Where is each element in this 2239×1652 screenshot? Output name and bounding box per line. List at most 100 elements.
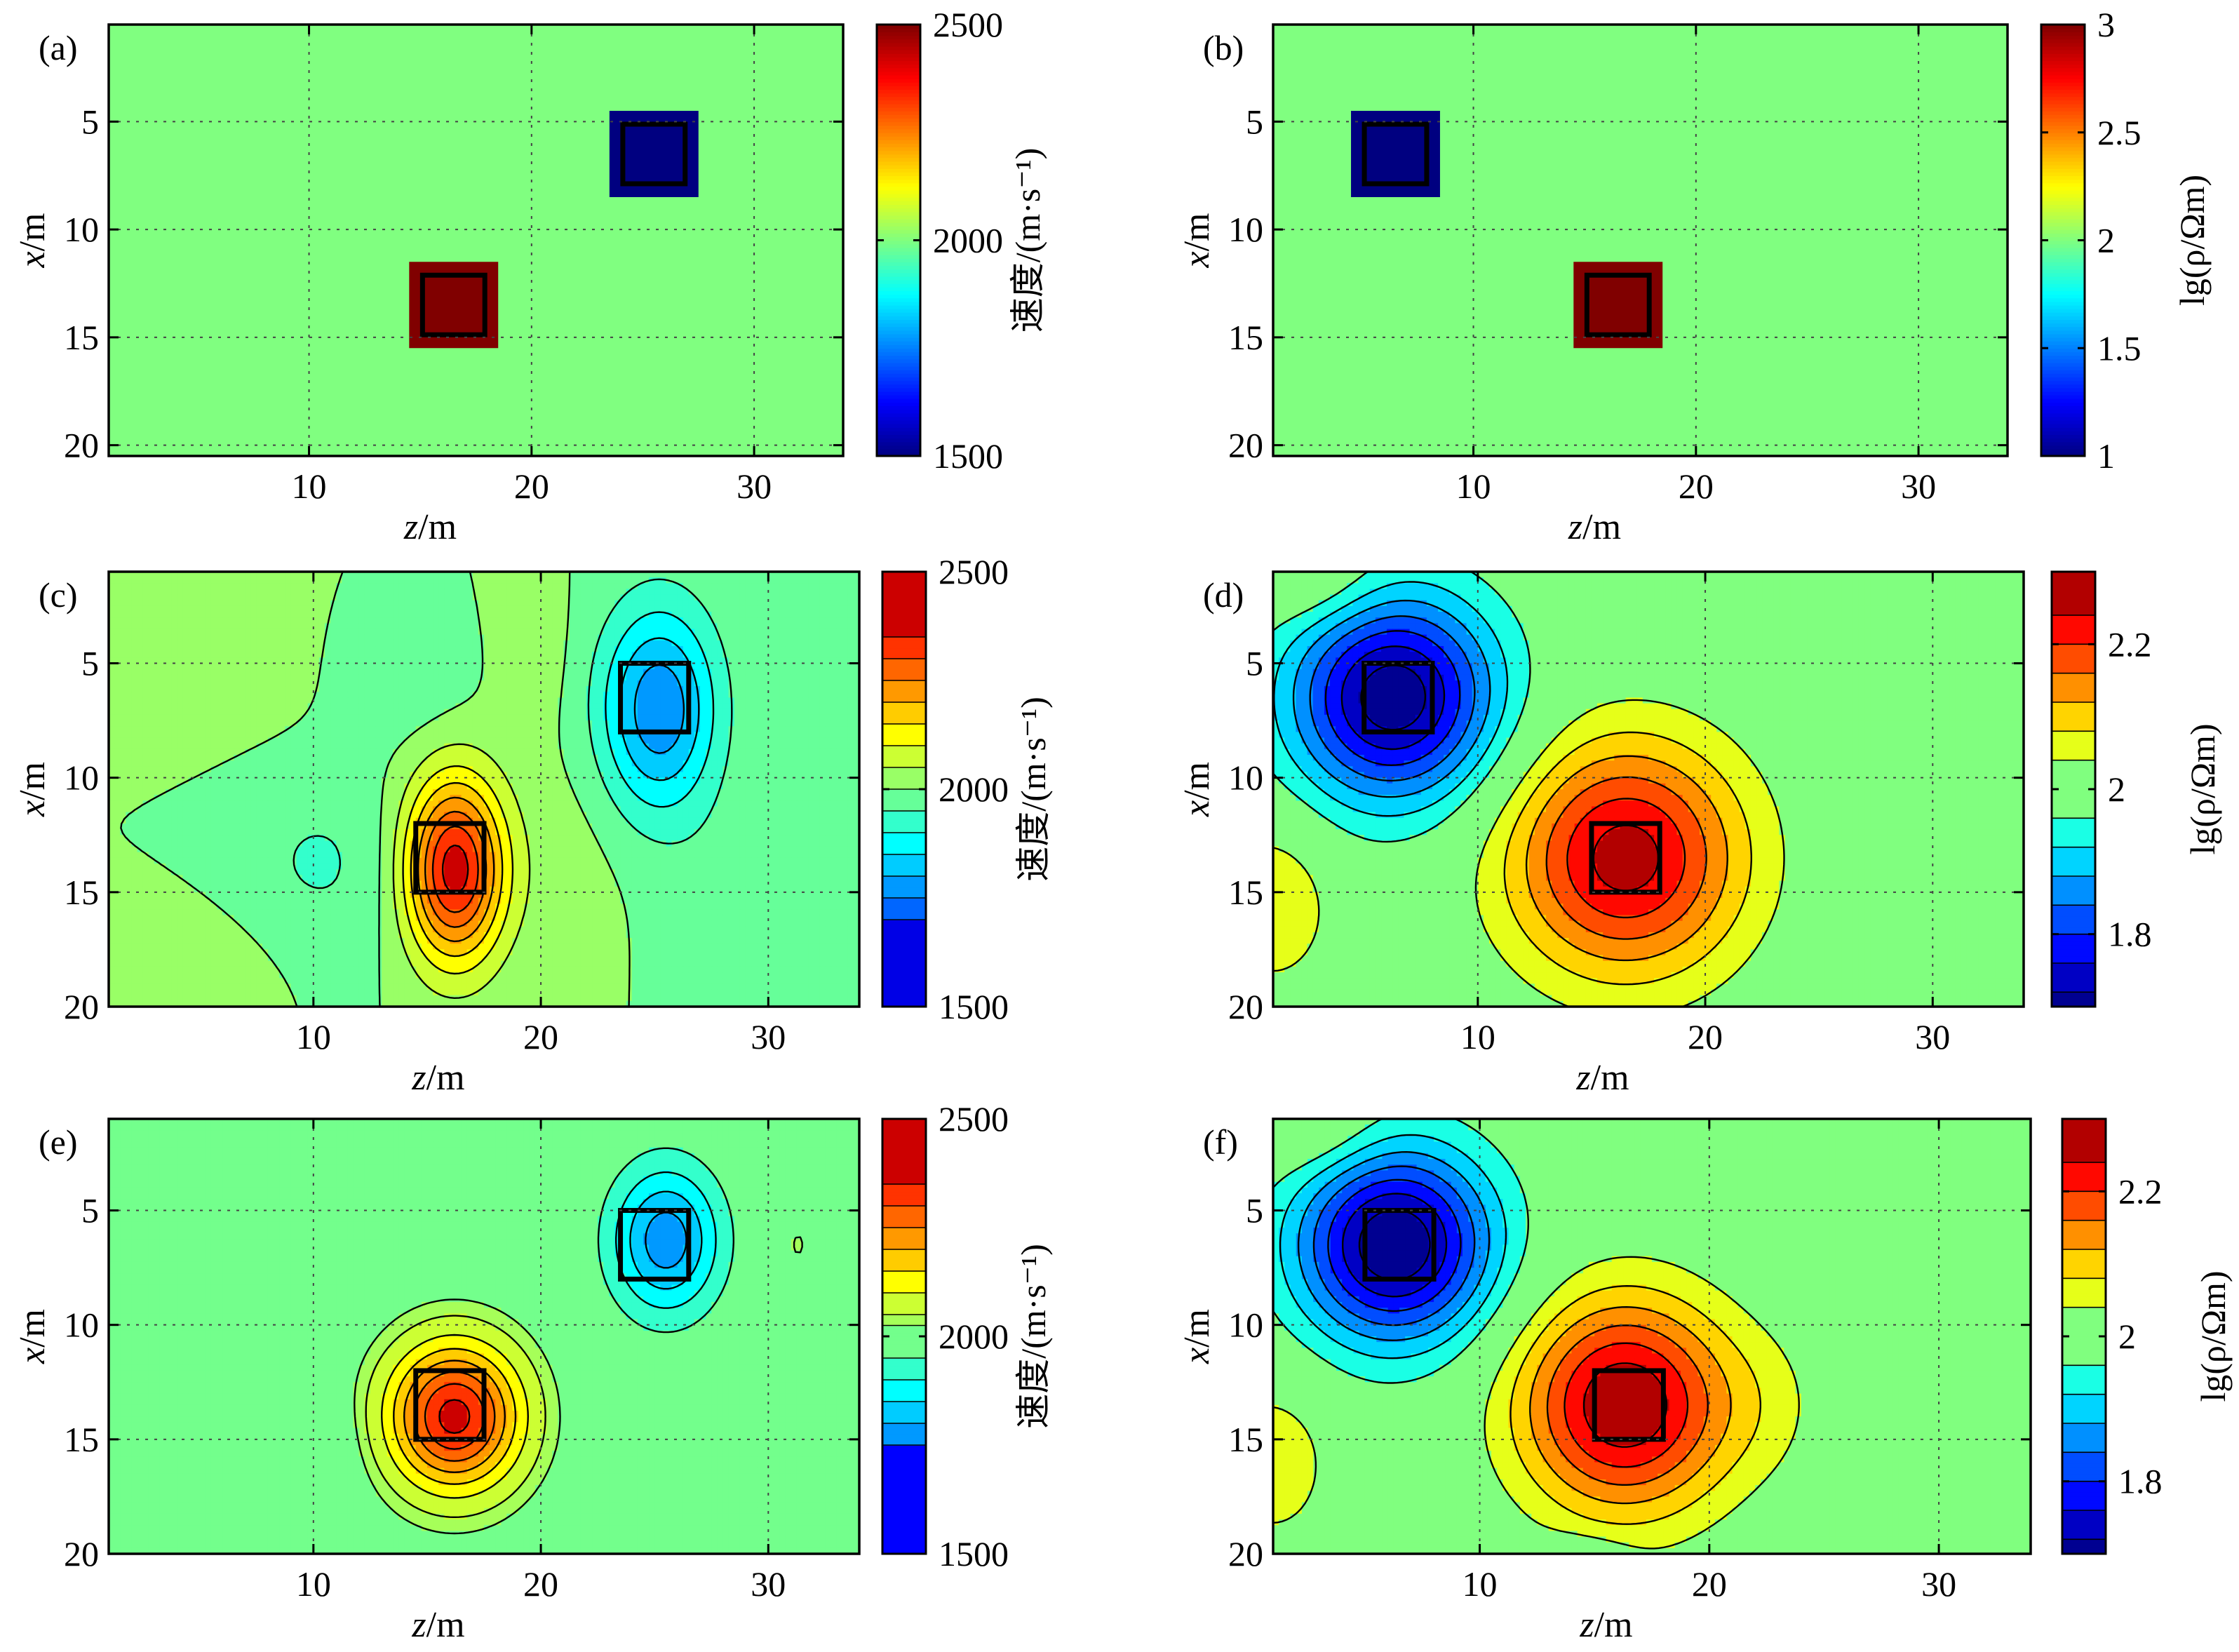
- field-cell: [802, 606, 809, 612]
- field-cell: [518, 606, 525, 612]
- field-cell: [325, 704, 331, 710]
- field-cell: [563, 709, 570, 716]
- field-cell: [416, 686, 422, 692]
- field-cell: [746, 652, 752, 658]
- field-cell: [166, 623, 172, 629]
- colorbar-segment: [2041, 82, 2085, 86]
- field-cell: [455, 652, 462, 658]
- field-cell: [200, 669, 206, 676]
- field-cell: [438, 646, 445, 652]
- field-cell: [342, 669, 348, 676]
- field-cell: [365, 664, 371, 670]
- field-cell: [126, 697, 132, 704]
- field-cell: [768, 760, 774, 767]
- field-cell: [524, 686, 530, 692]
- field-cell: [114, 629, 121, 636]
- field-cell: [137, 589, 144, 595]
- field-cell: [382, 635, 388, 641]
- field-cell: [297, 629, 303, 636]
- field-cell: [490, 709, 496, 716]
- field-cell: [541, 738, 547, 744]
- field-cell: [786, 606, 792, 612]
- field-cell: [757, 629, 763, 636]
- field-cell: [438, 629, 445, 636]
- field-cell: [746, 738, 752, 744]
- field-cell: [143, 606, 149, 612]
- field-cell: [177, 646, 183, 652]
- field-cell: [791, 612, 798, 618]
- field-cell: [114, 755, 121, 761]
- field-cell: [370, 709, 377, 716]
- field-cell: [506, 692, 513, 698]
- field-cell: [563, 749, 570, 756]
- field-cell: [530, 629, 536, 636]
- field-cell: [319, 617, 325, 624]
- field-cell: [467, 680, 473, 687]
- field-cell: [297, 652, 303, 658]
- field-cell: [678, 595, 684, 601]
- field-cell: [171, 692, 177, 698]
- field-cell: [541, 744, 547, 750]
- field-cell: [797, 600, 803, 607]
- field-cell: [160, 612, 166, 618]
- field-cell: [137, 709, 144, 716]
- field-cell: [780, 680, 786, 687]
- field-cell: [552, 652, 558, 658]
- field-cell: [552, 720, 558, 727]
- field-cell: [222, 652, 229, 658]
- field-cell: [700, 595, 706, 601]
- field-cell: [462, 623, 468, 629]
- field-cell: [740, 606, 746, 612]
- field-cell: [643, 760, 650, 767]
- field-cell: [314, 704, 320, 710]
- field-cell: [319, 726, 325, 732]
- field-cell: [354, 715, 360, 721]
- field-cell: [746, 755, 752, 761]
- field-cell: [734, 692, 741, 698]
- field-cell: [342, 635, 348, 641]
- field-cell: [290, 635, 297, 641]
- field-cell: [831, 646, 837, 652]
- field-cell: [490, 669, 496, 676]
- field-cell: [546, 704, 553, 710]
- field-cell: [786, 715, 792, 721]
- field-cell: [120, 675, 126, 681]
- field-cell: [592, 732, 598, 738]
- field-cell: [422, 680, 428, 687]
- field-cell: [501, 646, 507, 652]
- field-cell: [473, 755, 479, 761]
- field-cell: [393, 697, 399, 704]
- colorbar-segment: [877, 107, 920, 112]
- field-cell: [444, 589, 450, 595]
- field-cell: [268, 726, 274, 732]
- field-cell: [786, 640, 792, 647]
- colorbar-segment: [877, 208, 920, 212]
- field-cell: [717, 720, 723, 727]
- field-cell: [791, 692, 798, 698]
- field-cell: [297, 726, 303, 732]
- colorbar-segment: [877, 175, 920, 180]
- field-cell: [143, 686, 149, 692]
- field-cell: [154, 595, 161, 601]
- field-cell: [405, 629, 411, 636]
- field-cell: [262, 755, 269, 761]
- field-cell: [268, 652, 274, 658]
- field-cell: [831, 635, 837, 641]
- field-cell: [563, 692, 570, 698]
- field-cell: [382, 726, 388, 732]
- field-cell: [194, 675, 201, 681]
- field-cell: [672, 697, 678, 704]
- field-cell: [217, 652, 223, 658]
- field-cell: [246, 600, 252, 607]
- field-cell: [638, 635, 644, 641]
- field-cell: [182, 755, 189, 761]
- field-cell: [246, 664, 252, 670]
- field-cell: [455, 640, 462, 647]
- field-cell: [711, 744, 718, 750]
- field-cell: [416, 749, 422, 756]
- field-cell: [160, 600, 166, 607]
- field-cell: [848, 720, 854, 727]
- field-cell: [182, 577, 189, 584]
- field-cell: [359, 680, 365, 687]
- field-cell: [626, 617, 633, 624]
